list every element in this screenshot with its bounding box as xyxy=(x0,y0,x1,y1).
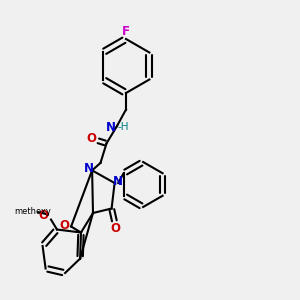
Text: O: O xyxy=(110,222,120,235)
Text: methoxy: methoxy xyxy=(15,207,51,216)
Text: N: N xyxy=(83,162,94,176)
Text: O: O xyxy=(38,208,48,222)
Text: F: F xyxy=(122,25,130,38)
Text: N: N xyxy=(113,175,123,188)
Text: O: O xyxy=(86,132,97,146)
Text: -H: -H xyxy=(118,122,129,133)
Text: N: N xyxy=(105,121,116,134)
Text: O: O xyxy=(59,218,69,232)
